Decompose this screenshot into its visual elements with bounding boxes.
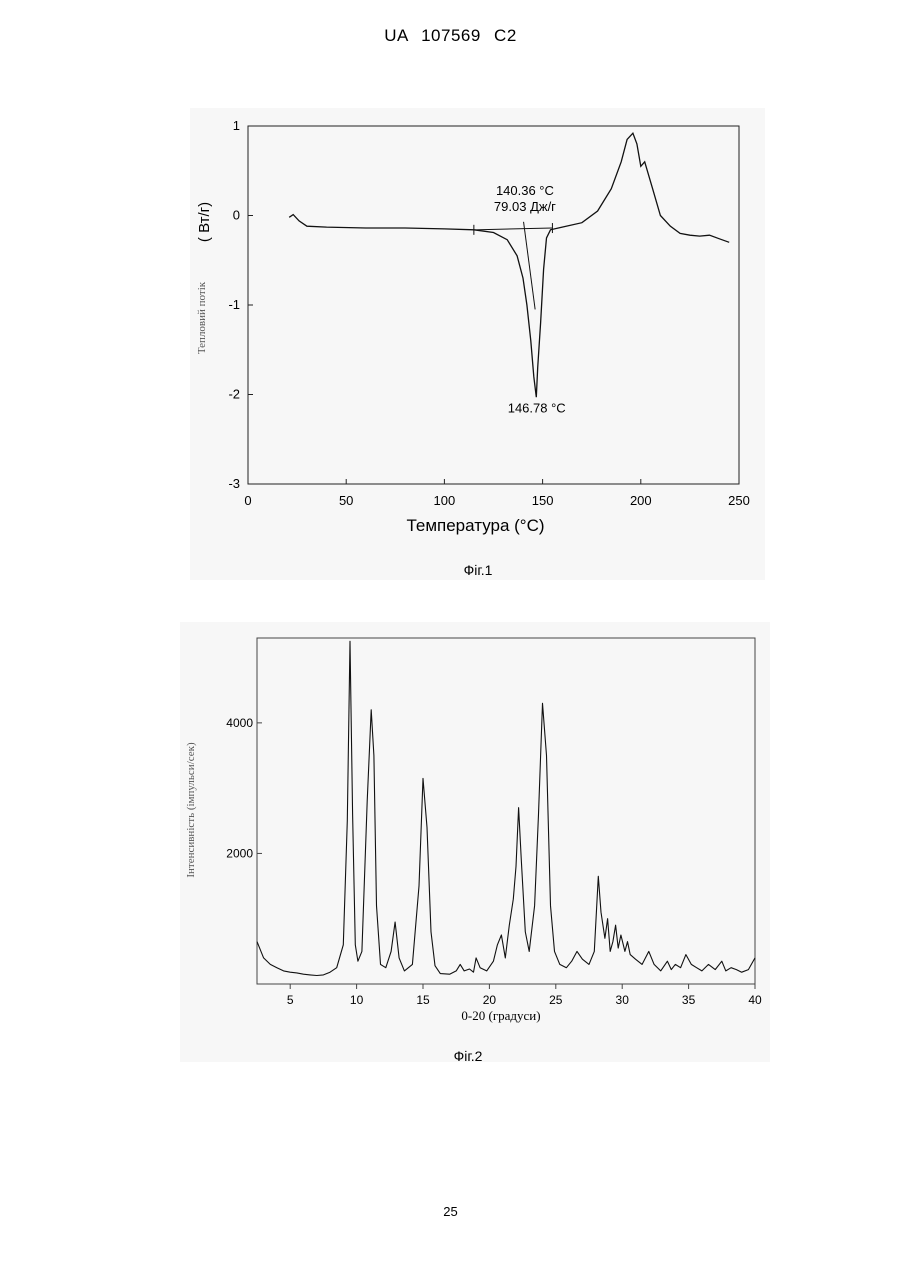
page-number: 25 [0, 1204, 901, 1219]
x-tick-label: 20 [483, 993, 497, 1007]
figure-1-caption: Фіг.1 [418, 562, 538, 578]
plot-frame [257, 638, 755, 984]
x-tick-label: 30 [616, 993, 630, 1007]
x-tick-label: 35 [682, 993, 696, 1007]
x-tick-label: 40 [748, 993, 762, 1007]
x-tick-label: 5 [287, 993, 294, 1007]
x-tick-label: 15 [416, 993, 430, 1007]
figure-2-caption: Фіг.2 [408, 1048, 528, 1064]
y-tick-label: 2000 [226, 846, 253, 860]
x-tick-label: 25 [549, 993, 563, 1007]
y-axis-label: Інтенсивність (імпульси/сек) [185, 742, 197, 878]
x-axis-label: 0-20 (градуси) [461, 1008, 540, 1023]
y-tick-label: 4000 [226, 716, 253, 730]
x-tick-label: 10 [350, 993, 364, 1007]
xrd-pattern-curve [257, 641, 755, 975]
